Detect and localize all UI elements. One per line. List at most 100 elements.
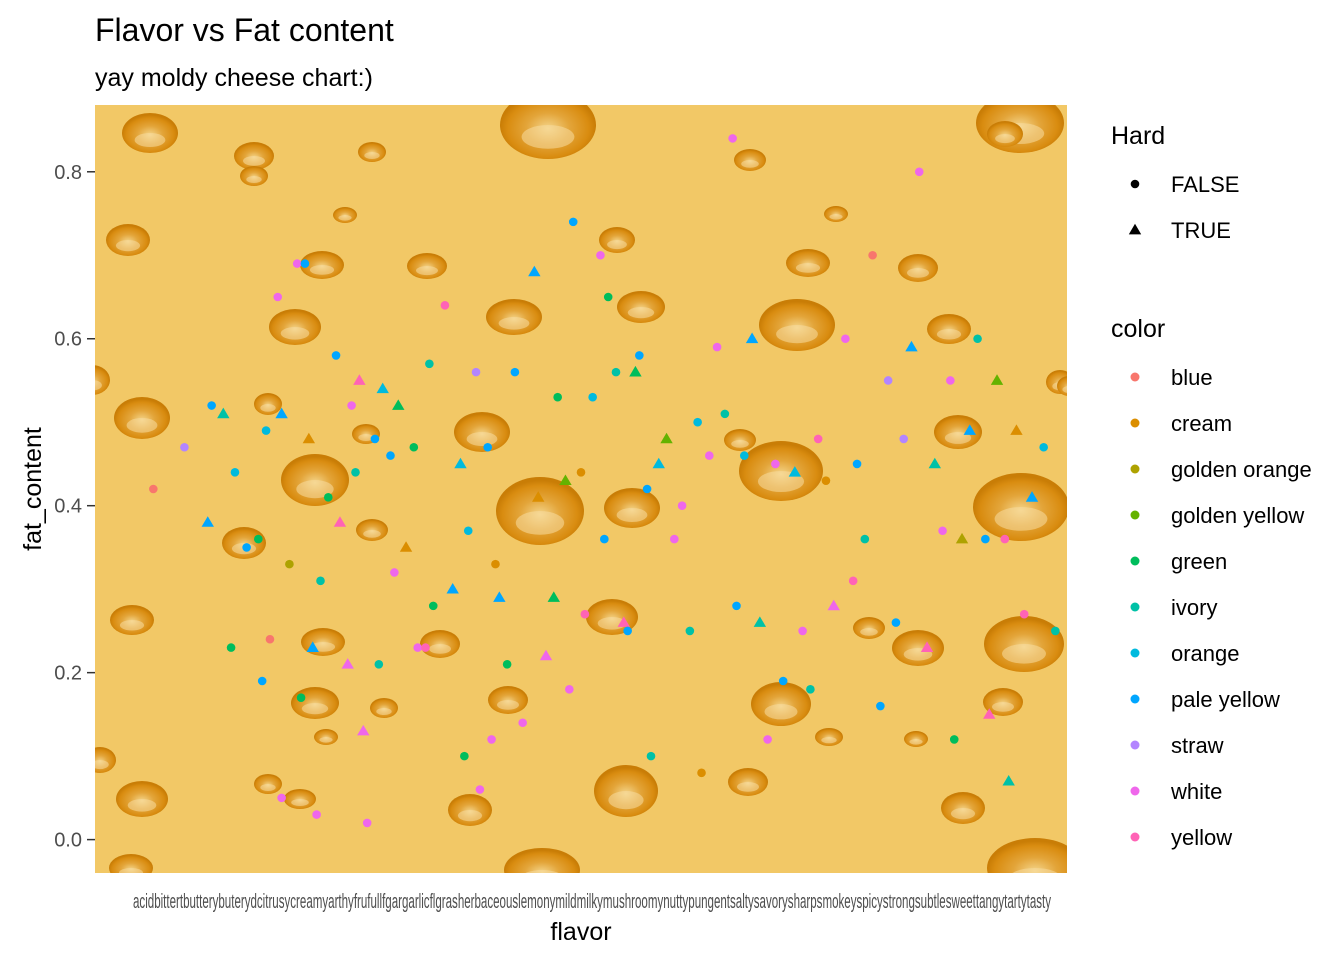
legend: Hard FALSE TRUE color blue cream golden ora… xyxy=(1111,122,1312,850)
data-point xyxy=(440,301,450,310)
data-point xyxy=(257,676,267,686)
data-point xyxy=(949,735,959,744)
data-point xyxy=(955,532,969,544)
legend-color-key xyxy=(1130,372,1140,382)
cheese-hole-highlight xyxy=(319,737,333,743)
data-point xyxy=(1039,442,1048,452)
data-point xyxy=(493,591,506,602)
data-point xyxy=(685,626,695,636)
data-point xyxy=(841,334,850,344)
data-point xyxy=(351,468,360,477)
data-point xyxy=(990,374,1004,385)
cheese-hole-highlight xyxy=(119,620,145,631)
y-tick-label: 0.0 xyxy=(54,830,82,852)
cheese-hole xyxy=(728,768,768,796)
cheese-hole-highlight xyxy=(860,628,878,636)
cheese-hole xyxy=(254,393,282,415)
cheese-hole-highlight xyxy=(521,124,575,149)
data-point xyxy=(617,616,630,627)
data-point xyxy=(292,259,302,268)
data-point xyxy=(720,409,730,419)
cheese-hole xyxy=(496,477,584,545)
cheese-hole-highlight xyxy=(821,737,837,744)
data-point xyxy=(392,399,405,410)
data-point xyxy=(306,641,319,652)
legend-color-key xyxy=(1130,740,1140,750)
data-point xyxy=(265,634,275,644)
cheese-hole-highlight xyxy=(525,870,559,873)
data-point xyxy=(300,259,310,268)
cheese-hole-highlight xyxy=(608,791,644,810)
data-point xyxy=(981,534,990,544)
data-point xyxy=(316,576,325,586)
y-axis: 0.0 0.2 0.4 0.6 0.8 xyxy=(54,162,95,852)
legend-shape-title: Hard xyxy=(1111,122,1165,150)
cheese-hole-highlight xyxy=(909,739,923,745)
cheese-hole xyxy=(987,121,1023,147)
data-point xyxy=(374,660,384,669)
cheese-hole-highlight xyxy=(118,868,144,873)
data-point xyxy=(660,432,673,444)
cheese-hole-highlight xyxy=(994,507,1048,531)
cheese-hole xyxy=(599,227,635,253)
cheese-hole xyxy=(987,838,1067,873)
data-point xyxy=(253,534,263,544)
data-point xyxy=(510,367,520,377)
cheese-hole-highlight xyxy=(338,215,352,221)
data-point xyxy=(370,434,380,444)
data-point xyxy=(603,292,613,302)
data-point xyxy=(553,392,562,402)
data-point xyxy=(914,167,924,177)
legend-color-label: straw xyxy=(1171,733,1224,758)
data-point xyxy=(580,609,590,619)
data-point xyxy=(629,365,642,377)
data-point xyxy=(763,735,772,744)
data-point xyxy=(559,474,572,485)
legend-color-key xyxy=(1130,648,1140,658)
x-axis: acidbittertbutterybuterydcitrusycreamyar… xyxy=(133,891,1051,913)
data-point xyxy=(798,626,807,636)
cheese-hole-highlight xyxy=(731,440,749,448)
legend-color-label: golden yellow xyxy=(1171,503,1304,528)
cheese-hole-highlight xyxy=(115,240,141,252)
data-point xyxy=(428,601,438,611)
cheese-hole xyxy=(617,291,665,323)
cheese-hole-highlight xyxy=(795,263,821,273)
plot-panel xyxy=(95,105,1067,873)
data-point xyxy=(471,367,481,377)
data-point xyxy=(806,685,815,694)
legend-color-key xyxy=(1130,556,1140,566)
data-point xyxy=(277,793,286,803)
data-point xyxy=(642,484,652,494)
data-point xyxy=(285,559,294,569)
data-point xyxy=(353,374,366,385)
cheese-hole-highlight xyxy=(1062,386,1067,393)
chart-title: Flavor vs Fat content xyxy=(95,12,394,48)
cheese-hole xyxy=(109,854,153,873)
cheese-hole-highlight xyxy=(627,307,655,319)
cheese-hole xyxy=(333,207,357,223)
data-point xyxy=(547,591,560,602)
data-point xyxy=(697,768,706,778)
cheese-hole-highlight xyxy=(429,644,451,654)
legend-color-key xyxy=(1130,602,1140,612)
legend-color-label: cream xyxy=(1171,411,1232,436)
cheese-hole-highlight xyxy=(498,317,530,330)
data-point xyxy=(778,676,788,686)
cheese-background xyxy=(95,105,1067,873)
data-point xyxy=(532,491,545,502)
data-point xyxy=(891,618,901,627)
data-point xyxy=(217,407,230,419)
legend-color-key xyxy=(1130,464,1140,474)
cheese-hole-highlight xyxy=(246,176,262,183)
data-point xyxy=(201,516,214,527)
data-point xyxy=(565,685,574,694)
data-point xyxy=(273,292,283,302)
x-axis-label: flavor xyxy=(550,918,611,946)
data-point xyxy=(483,442,492,452)
cheese-hole-highlight xyxy=(907,268,929,278)
data-point xyxy=(386,451,395,460)
data-point xyxy=(852,459,862,469)
data-point xyxy=(677,501,687,510)
